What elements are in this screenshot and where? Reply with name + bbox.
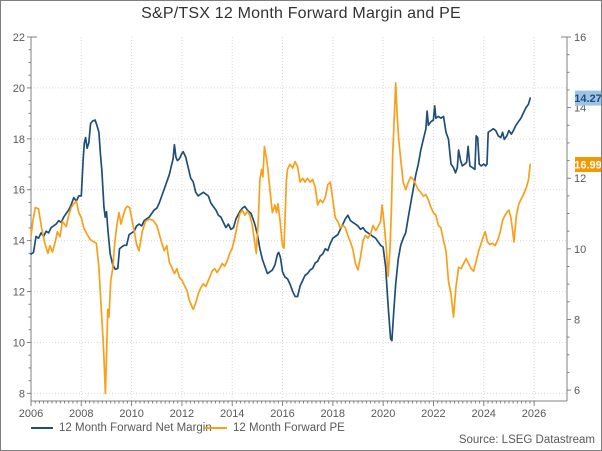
pe-series-line bbox=[30, 81, 532, 395]
right-axis-tick-label: 12 bbox=[574, 173, 586, 185]
left-axis-tick-label: 12 bbox=[13, 287, 25, 299]
right-axis-tick-label: 10 bbox=[574, 244, 586, 256]
left-axis-tick-label: 14 bbox=[13, 236, 25, 248]
pe-line-swatch bbox=[205, 426, 227, 430]
source-attribution: Source: LSEG Datastream bbox=[458, 434, 595, 446]
left-axis-tick-label: 16 bbox=[13, 185, 25, 197]
x-axis-tick-label: 2024 bbox=[471, 408, 495, 420]
right-axis-tick-label: 14 bbox=[574, 103, 586, 115]
left-axis-tick-label: 22 bbox=[13, 32, 25, 44]
pe-value-badge: 16.99 bbox=[574, 160, 601, 172]
legend-label-net-margin: 12 Month Forward Net Margin bbox=[59, 422, 212, 434]
legend-label-pe: 12 Month Forward PE bbox=[233, 422, 345, 434]
right-axis-tick-label: 6 bbox=[574, 385, 580, 397]
legend-item-pe: 12 Month Forward PE bbox=[205, 422, 345, 434]
right-axis-tick-label: 8 bbox=[574, 314, 580, 326]
net-margin-value-badge: 14.27 bbox=[574, 93, 601, 105]
x-axis-tick-label: 2012 bbox=[170, 408, 194, 420]
chart-title: S&P/TSX 12 Month Forward Margin and PE bbox=[141, 5, 461, 22]
x-axis-tick-label: 2018 bbox=[321, 408, 345, 420]
right-axis-tick-label: 16 bbox=[574, 32, 586, 44]
net-margin-series-line bbox=[30, 97, 532, 342]
x-axis-tick-label: 2010 bbox=[119, 408, 143, 420]
net-margin-value-badge-bg bbox=[575, 90, 601, 106]
x-axis-tick-label: 2016 bbox=[270, 408, 294, 420]
net-margin-line-swatch bbox=[31, 426, 53, 430]
legend-item-net-margin: 12 Month Forward Net Margin bbox=[31, 422, 212, 434]
x-axis-tick-label: 2022 bbox=[421, 408, 445, 420]
left-axis-tick-label: 20 bbox=[13, 83, 25, 95]
x-axis-tick-label: 2006 bbox=[19, 408, 43, 420]
left-axis-tick-label: 18 bbox=[13, 134, 25, 146]
x-axis-tick-label: 2026 bbox=[522, 408, 546, 420]
x-axis-tick-label: 2020 bbox=[371, 408, 395, 420]
left-axis-tick-label: 10 bbox=[13, 337, 25, 349]
left-axis-tick-label: 8 bbox=[19, 388, 25, 400]
x-axis-tick-label: 2014 bbox=[220, 408, 244, 420]
x-axis-tick-label: 2008 bbox=[69, 408, 93, 420]
pe-value-badge-bg bbox=[575, 157, 601, 173]
